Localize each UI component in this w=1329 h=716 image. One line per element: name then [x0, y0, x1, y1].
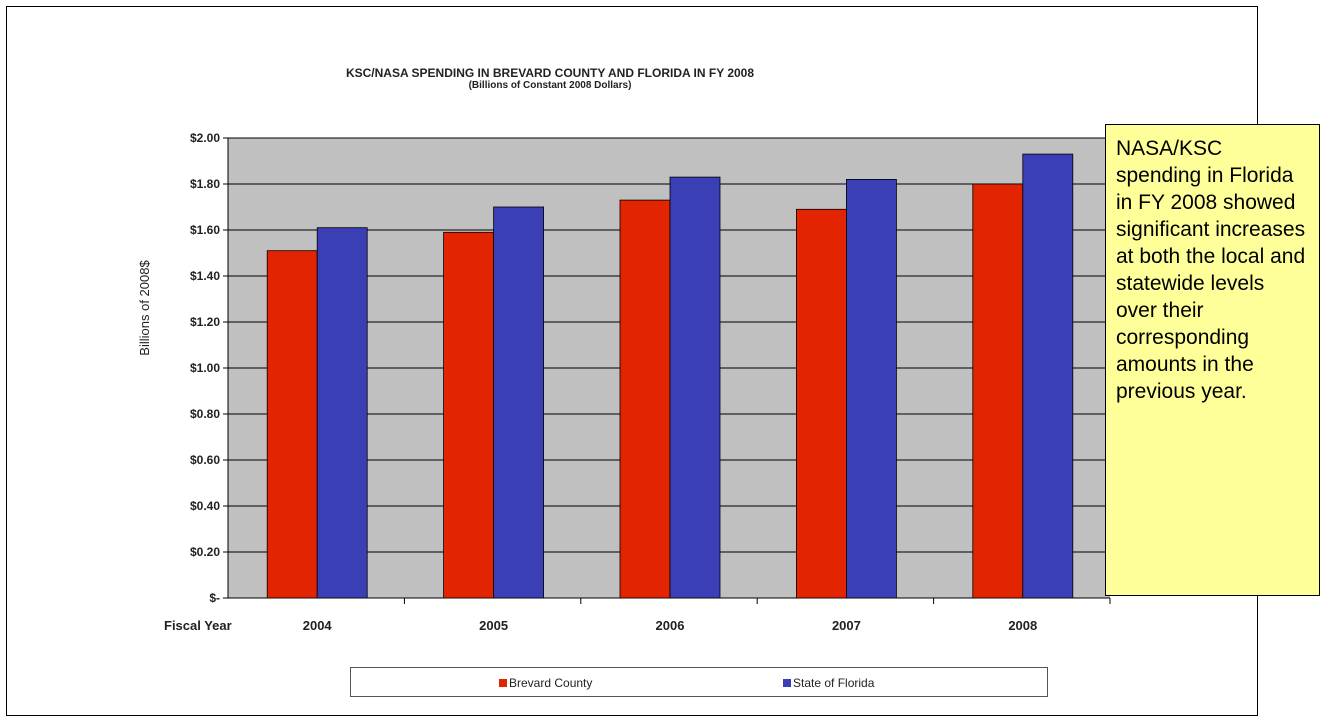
bar-brevard-2005: [443, 231, 495, 599]
x-tick-label: 2008: [1008, 618, 1037, 633]
legend-label-brevard: Brevard County: [509, 676, 593, 690]
x-tick-label: 2007: [832, 618, 861, 633]
y-axis-label: Billions of 2008$: [137, 260, 152, 356]
legend-swatch-brevard: [499, 679, 507, 687]
bar-florida-2007: [846, 178, 897, 599]
y-tick-label: $0.80: [190, 407, 220, 421]
x-tick-label: 2004: [303, 618, 333, 633]
y-tick-label: $1.40: [190, 269, 220, 283]
bar-florida-2004: [316, 227, 368, 599]
chart-title: KSC/NASA SPENDING IN BREVARD COUNTY AND …: [345, 66, 755, 80]
legend-item-brevard: Brevard County: [499, 676, 592, 690]
bar-brevard-2006: [619, 199, 671, 599]
bar-brevard-2004: [266, 250, 318, 599]
legend-label-florida: State of Florida: [793, 676, 875, 690]
y-tick-label: $1.60: [190, 223, 220, 237]
x-tick-label: 2006: [656, 618, 685, 633]
y-tick-label: $-: [209, 591, 220, 605]
chart-legend: Brevard County State of Florida: [350, 667, 1048, 697]
x-tick-label: 2005: [479, 618, 508, 633]
y-tick-label: $1.00: [190, 361, 220, 375]
annotation-note: NASA/KSC spending in Florida in FY 2008 …: [1105, 124, 1320, 596]
chart-subtitle: (Billions of Constant 2008 Dollars): [468, 80, 632, 91]
bar-florida-2008: [1022, 153, 1074, 599]
y-tick-label: $1.80: [190, 177, 220, 191]
legend-item-florida: State of Florida: [783, 676, 874, 690]
bar-florida-2005: [493, 206, 545, 599]
y-tick-label: $0.60: [190, 453, 220, 467]
bar-brevard-2007: [796, 208, 847, 599]
y-tick-label: $0.20: [190, 545, 220, 559]
bar-brevard-2008: [972, 183, 1024, 599]
y-tick-label: $2.00: [190, 131, 220, 145]
bar-florida-2006: [669, 176, 721, 599]
legend-swatch-florida: [783, 679, 791, 687]
x-axis-label: Fiscal Year: [164, 618, 232, 633]
y-tick-label: $1.20: [190, 315, 220, 329]
y-tick-label: $0.40: [190, 499, 220, 513]
